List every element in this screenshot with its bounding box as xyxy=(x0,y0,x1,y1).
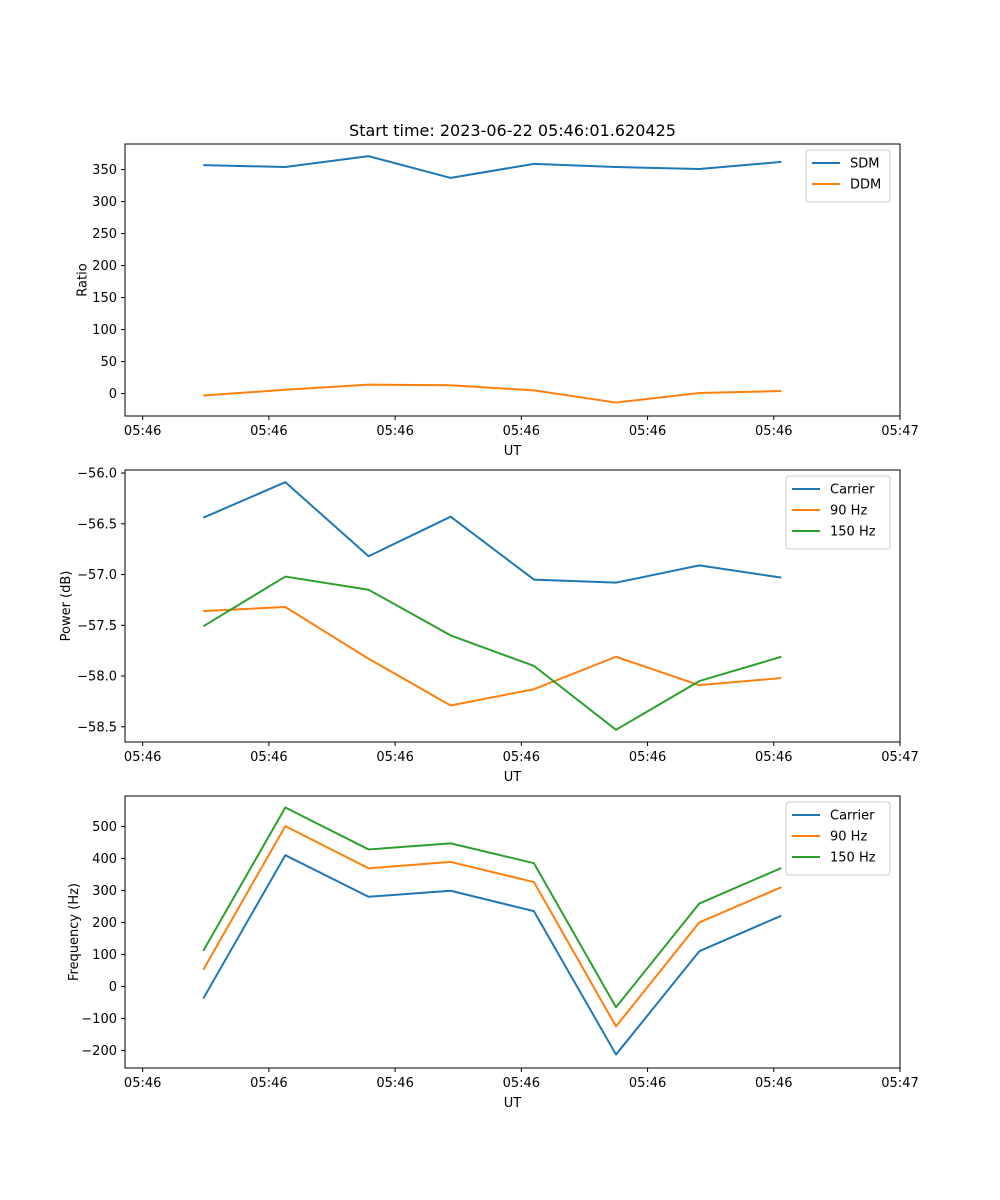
x-tick-label: 05:46 xyxy=(503,1076,540,1091)
y-tick-label: −57.5 xyxy=(77,619,117,634)
legend-label: Carrier xyxy=(830,483,875,498)
x-tick-label: 05:46 xyxy=(755,424,792,439)
y-tick-label: 100 xyxy=(92,323,117,338)
legend-label: 90 Hz xyxy=(830,504,867,519)
subplot-2: 05:46 05:46 05:46 05:46 05:46 05:46 05:47 −56.0… xyxy=(59,467,919,785)
y-tick-label: 250 xyxy=(92,227,117,242)
chart-title: Start time: 2023-06-22 05:46:01.620425 xyxy=(349,121,676,140)
y-tick-label: 500 xyxy=(92,820,117,835)
y-tick-label: 150 xyxy=(92,291,117,306)
y-axis-label: Ratio xyxy=(75,263,90,296)
x-tick-label: 05:46 xyxy=(250,424,287,439)
y-axis-label: Power (dB) xyxy=(59,571,74,642)
y-tick-label: 300 xyxy=(92,195,117,210)
x-tick-label: 05:46 xyxy=(376,424,413,439)
x-tick-label: 05:46 xyxy=(629,1076,666,1091)
y-tick-label: −200 xyxy=(81,1044,117,1059)
axes-frame xyxy=(124,795,901,1069)
x-axis-label: UT xyxy=(504,770,522,785)
x-axis-label: UT xyxy=(504,444,522,459)
y-tick-label: 0 xyxy=(109,980,117,995)
legend-label: SDM xyxy=(850,157,879,172)
x-tick-label: 05:46 xyxy=(376,750,413,765)
y-tick-label: −58.0 xyxy=(77,670,117,685)
y-tick-label: 200 xyxy=(92,916,117,931)
subplot-1: 05:46 05:46 05:46 05:46 05:46 05:46 05:47 0 50 10… xyxy=(75,143,919,459)
y-tick-label: 0 xyxy=(109,387,117,402)
x-tick-label: 05:46 xyxy=(503,424,540,439)
x-tick-label: 05:46 xyxy=(755,750,792,765)
x-tick-label: 05:47 xyxy=(881,1076,918,1091)
subplot-3: 05:46 05:46 05:46 05:46 05:46 05:46 05:47 500 40… xyxy=(67,795,919,1111)
x-tick-label: 05:46 xyxy=(124,750,161,765)
y-tick-label: −100 xyxy=(81,1012,117,1027)
x-tick-label: 05:46 xyxy=(250,1076,287,1091)
series-line-90-hz xyxy=(203,606,782,707)
x-tick-label: 05:46 xyxy=(250,750,287,765)
y-tick-label: 200 xyxy=(92,259,117,274)
x-tick-label: 05:46 xyxy=(124,424,161,439)
series-line-carrier xyxy=(202,481,782,584)
legend: Carrier 90 Hz 150 Hz xyxy=(785,475,891,550)
y-tick-label: 400 xyxy=(92,852,117,867)
legend-label: Carrier xyxy=(830,809,875,824)
series-line-carrier xyxy=(202,854,782,1056)
x-tick-label: 05:46 xyxy=(755,1076,792,1091)
x-tick-label: 05:46 xyxy=(124,1076,161,1091)
x-axis-label: UT xyxy=(504,1096,522,1111)
y-tick-label: −56.5 xyxy=(77,517,117,532)
y-tick-label: −57.0 xyxy=(77,568,117,583)
x-tick-label: 05:47 xyxy=(881,750,918,765)
y-tick-label: 50 xyxy=(100,355,117,370)
series-line-ddm xyxy=(203,383,782,404)
x-tick-label: 05:46 xyxy=(376,1076,413,1091)
legend-label: DDM xyxy=(850,178,881,193)
x-tick-label: 05:47 xyxy=(881,424,918,439)
y-tick-label: 350 xyxy=(92,163,117,178)
axes-frame xyxy=(124,469,901,743)
legend-label: 150 Hz xyxy=(830,851,876,866)
legend: SDM DDM xyxy=(805,149,891,203)
legend-label: 150 Hz xyxy=(830,525,876,540)
series-line-sdm xyxy=(203,155,782,179)
x-tick-label: 05:46 xyxy=(503,750,540,765)
y-axis-label: Frequency (Hz) xyxy=(67,883,82,981)
axes-frame xyxy=(124,143,901,417)
plots-container: 05:46 05:46 05:46 05:46 05:46 05:46 05:47 0 50 10… xyxy=(59,143,919,1111)
legend-label: 90 Hz xyxy=(830,830,867,845)
y-tick-label: −58.5 xyxy=(77,720,117,735)
series-line-150-hz xyxy=(202,575,782,731)
x-tick-label: 05:46 xyxy=(629,750,666,765)
series-line-90-hz xyxy=(202,825,782,1028)
x-tick-label: 05:46 xyxy=(629,424,666,439)
y-tick-label: 100 xyxy=(92,948,117,963)
series-line-150-hz xyxy=(202,806,782,1009)
y-tick-label: −56.0 xyxy=(77,467,117,482)
y-tick-label: 300 xyxy=(92,884,117,899)
legend: Carrier 90 Hz 150 Hz xyxy=(785,801,891,876)
